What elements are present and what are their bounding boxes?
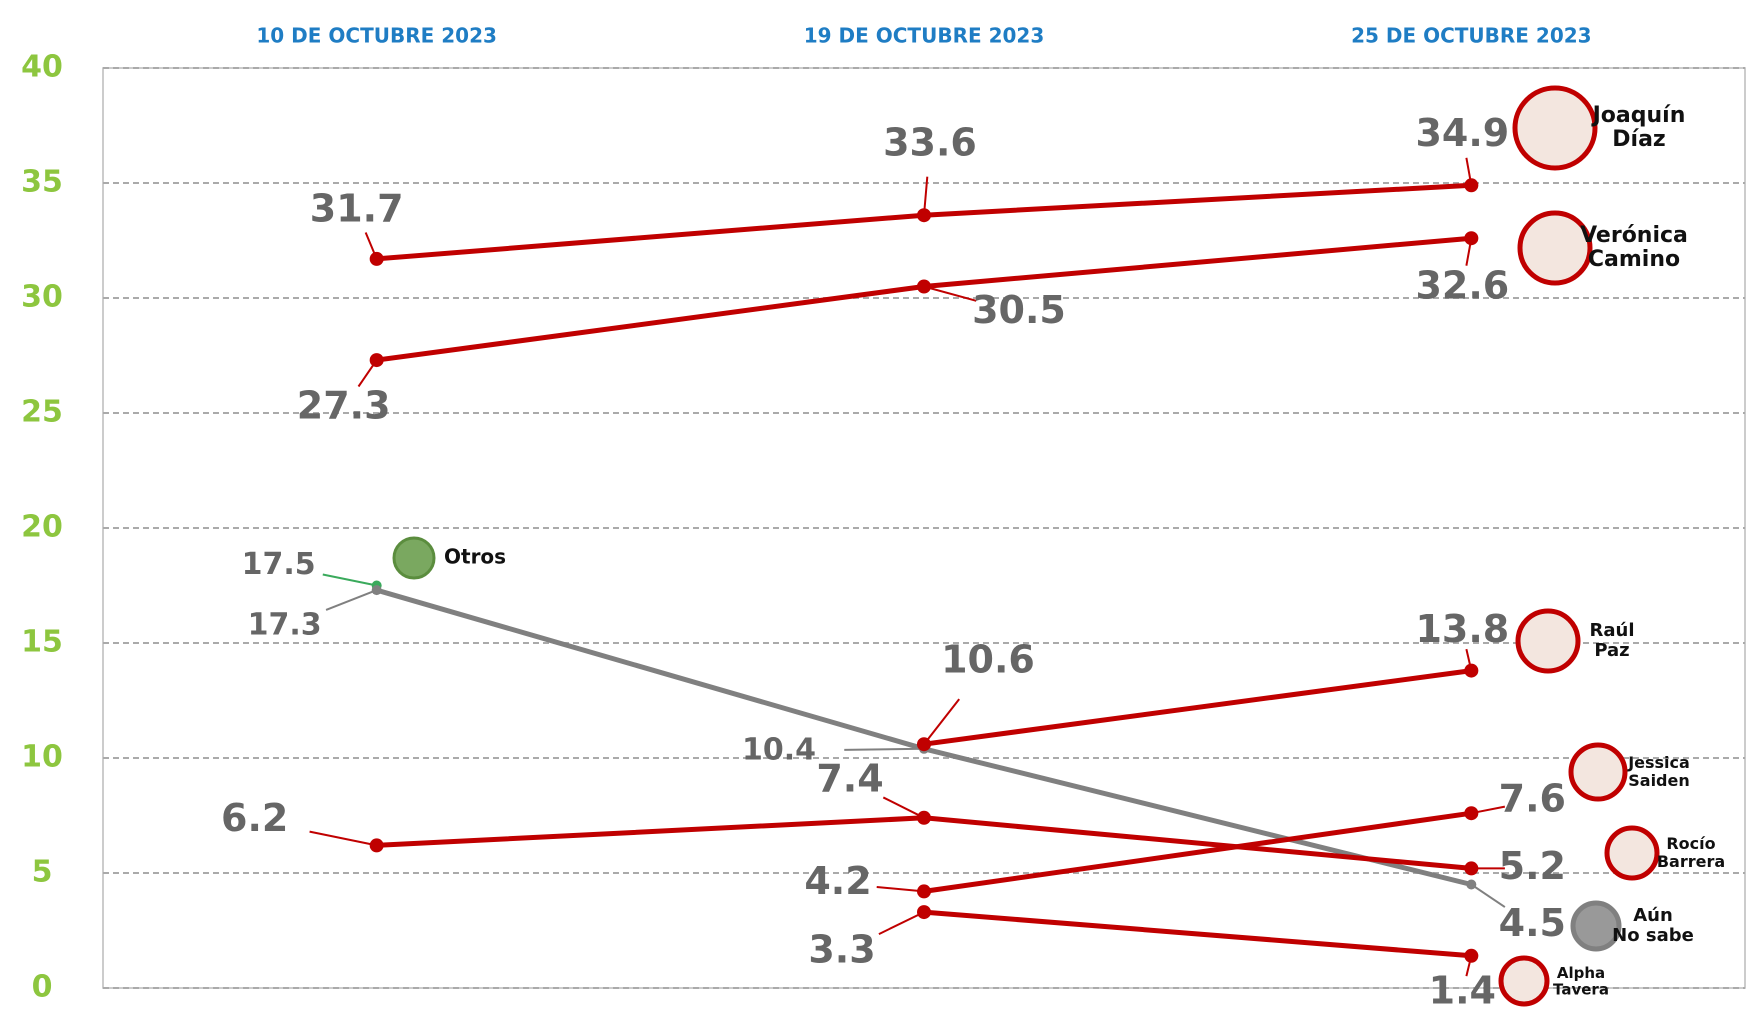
y-tick-label: 35 [21,165,63,200]
y-tick-label: 5 [32,855,53,890]
leader-line [924,287,976,301]
legend-icon [1515,88,1595,168]
x-tick-label: 10 DE OCTUBRE 2023 [256,24,497,48]
leader-line [877,887,924,891]
y-tick-label: 40 [21,50,63,85]
value-label: 4.2 [804,859,871,903]
value-label: 32.6 [1415,264,1509,308]
leader-line [323,575,377,586]
value-label: 4.5 [1499,901,1566,945]
leader-line [844,749,924,750]
legend-icon [1501,958,1547,1004]
value-label: 10.4 [742,732,816,767]
y-tick-label: 20 [21,510,63,545]
leader-line [326,590,377,610]
y-tick-label: 15 [21,625,63,660]
y-tick-label: 10 [21,740,63,775]
value-label: 13.8 [1415,607,1509,651]
value-label: 17.3 [248,608,322,643]
value-label: 27.3 [297,384,391,428]
chart: 0 5 10 15 20 25 30 35 40 10 DE OCTUBRE 2023 19 DE … [0,0,1750,1033]
x-tick-label: 19 DE OCTUBRE 2023 [804,24,1045,48]
value-label: 6.2 [221,796,288,840]
series-line [924,912,1471,956]
x-tick-label: 25 DE OCTUBRE 2023 [1351,24,1592,48]
value-label: 33.6 [883,121,977,165]
value-label: 7.4 [816,756,883,800]
value-label: 17.5 [242,547,316,582]
value-label: 10.6 [941,638,1035,682]
value-label: 31.7 [310,186,404,230]
legend-icon [1518,611,1578,671]
y-tick-label: 25 [21,395,63,430]
leader-line [879,912,924,934]
y-tick-label: 30 [21,280,63,315]
leader-line [883,797,924,817]
value-label: 5.2 [1499,844,1566,888]
series-line [377,238,1472,360]
value-label: 1.4 [1429,968,1496,1012]
y-tick-label: 0 [32,970,53,1005]
value-label: 30.5 [972,288,1066,332]
legend-icon [1571,745,1625,799]
legend-icon [1607,828,1657,878]
value-label: 7.6 [1499,777,1566,821]
leader-line [310,832,377,846]
value-label: 3.3 [808,928,875,972]
leader-line [924,699,959,744]
value-label: 34.9 [1415,111,1509,155]
leader-line [359,360,377,386]
legend-icon [394,538,434,578]
legend-label: Otros [444,545,506,569]
